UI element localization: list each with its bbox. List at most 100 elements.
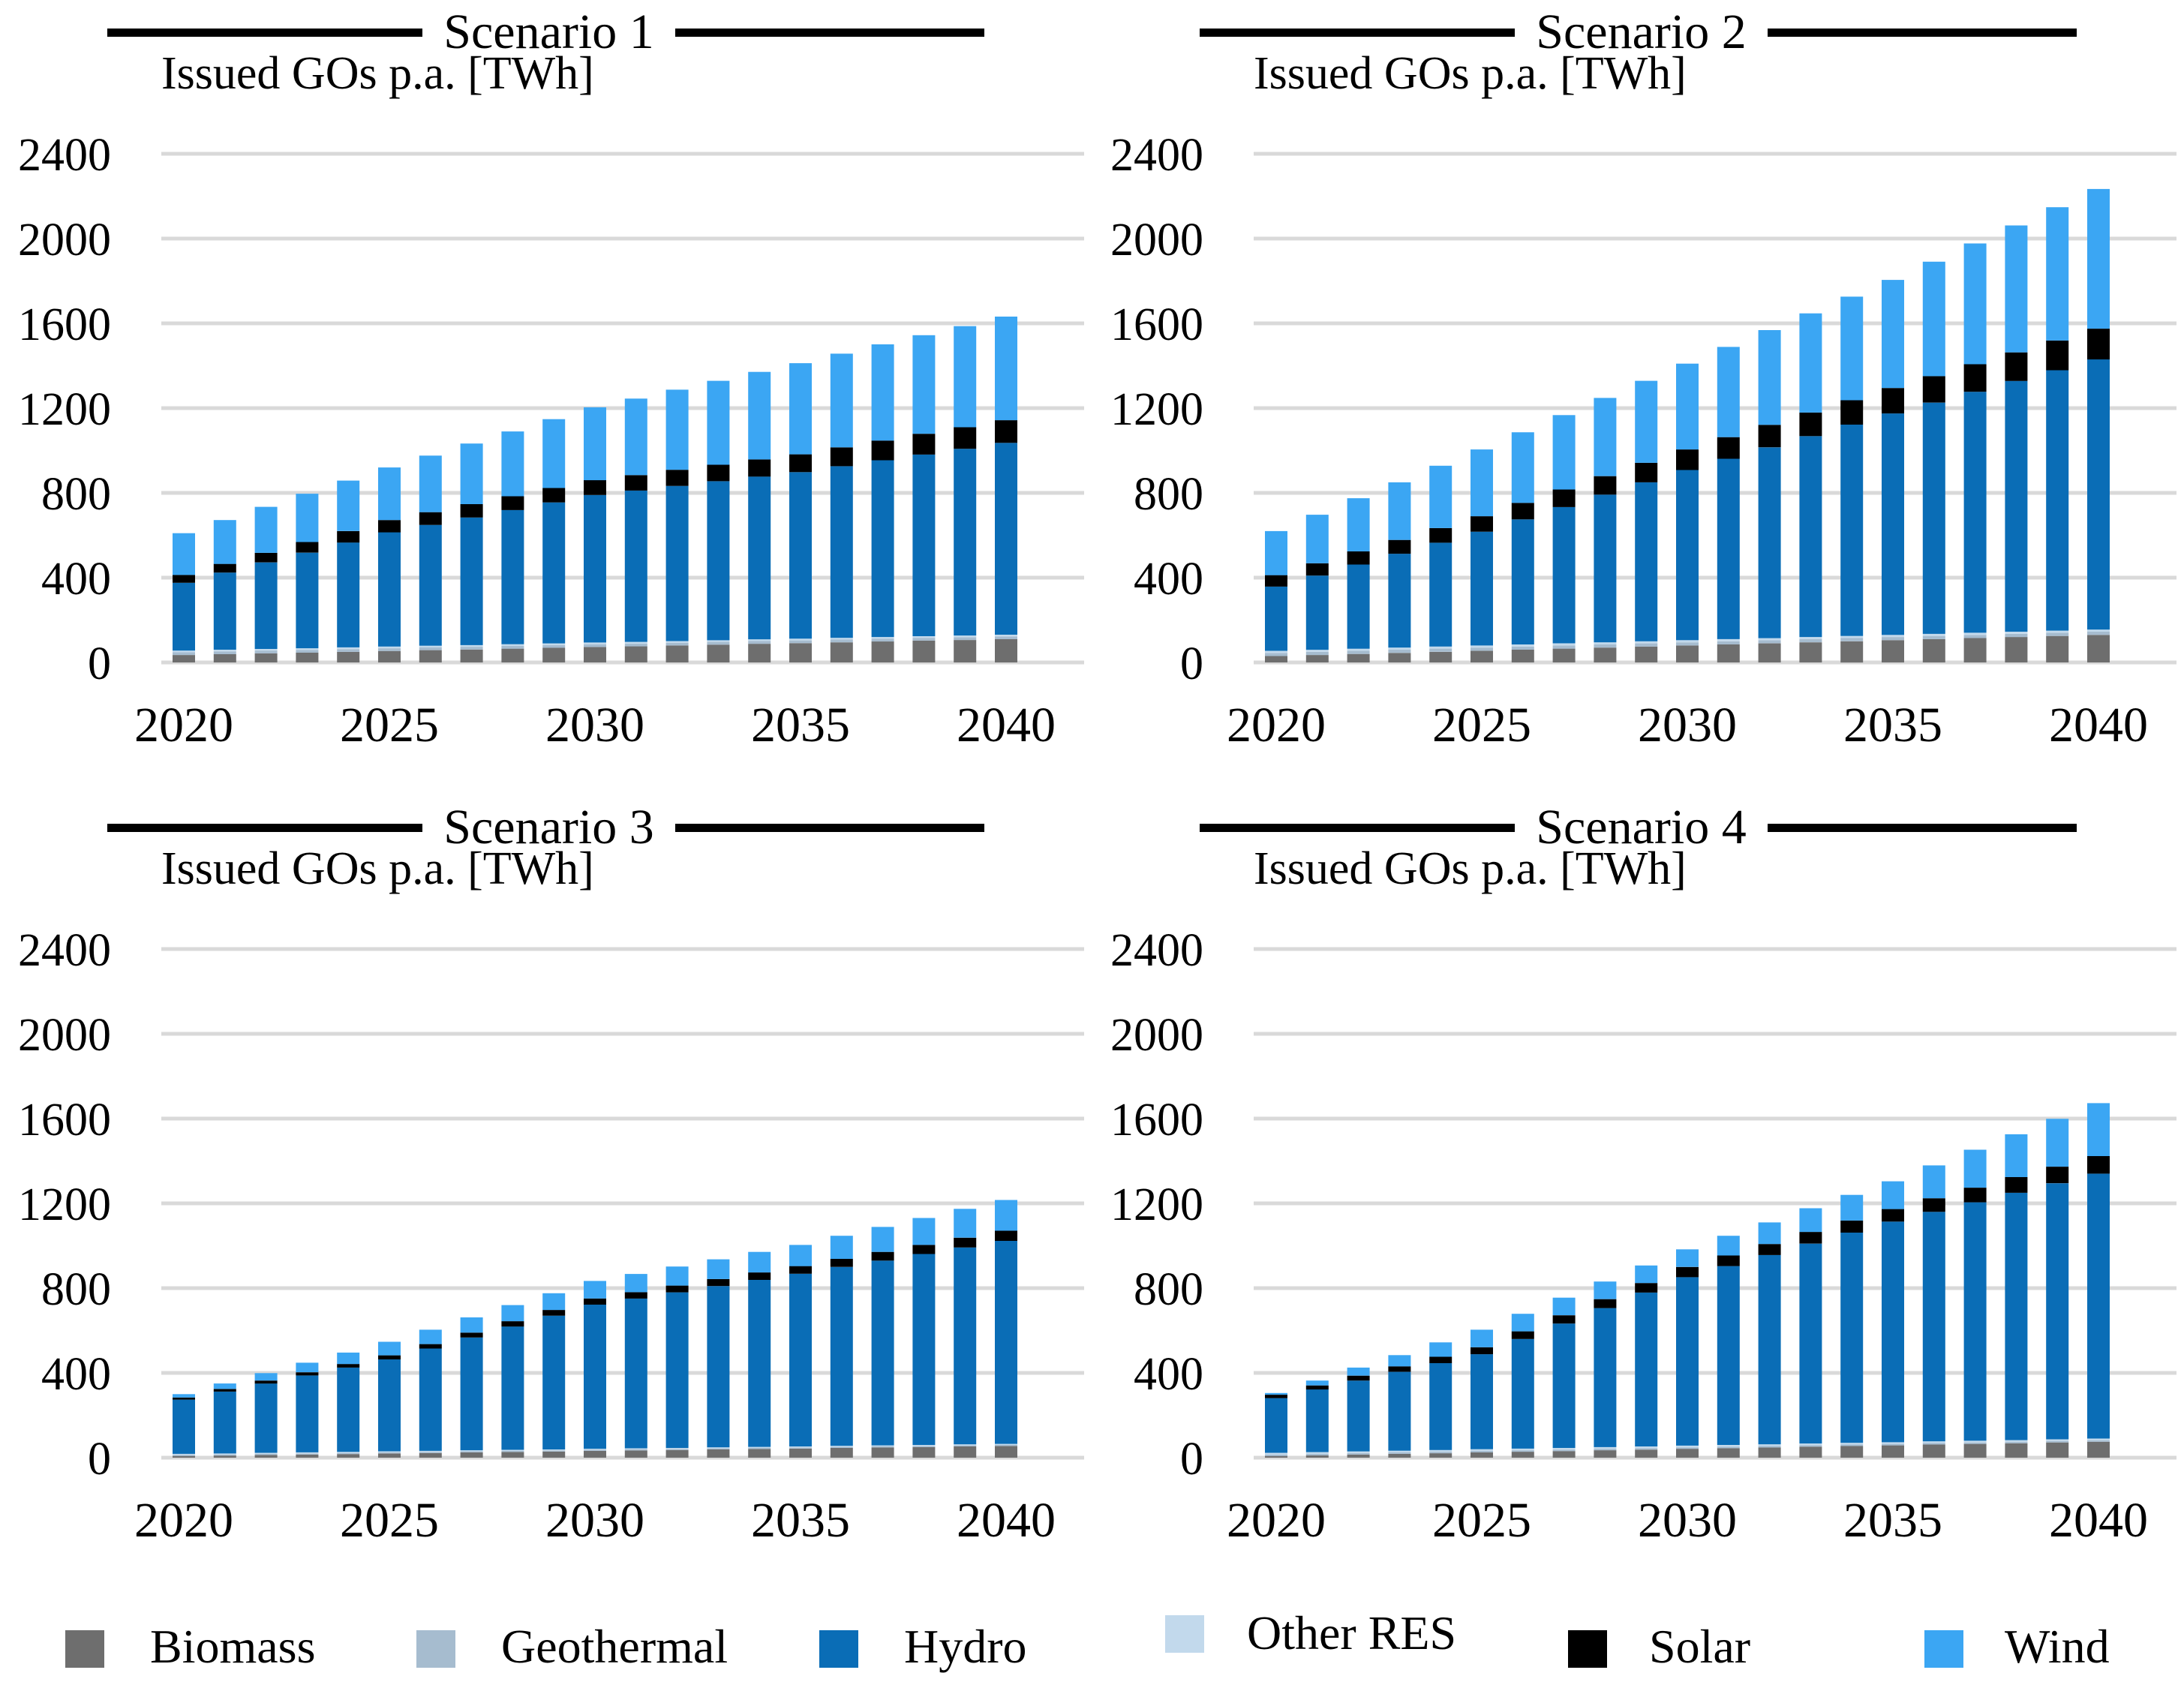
bar-segment-wind-2039 [954, 326, 977, 428]
bar-segment-biomass-2028 [501, 648, 524, 662]
bar-segment-wind-2024 [1429, 465, 1452, 528]
bar-segment-geothermal-2021 [1305, 1453, 1329, 1455]
bar-segment-wind-2038 [912, 1218, 936, 1245]
bar-segment-hydro-2039 [954, 1247, 977, 1445]
bar-segment-hydro-2024 [337, 1367, 360, 1452]
bar-segment-other-res-2032 [1758, 1444, 1781, 1446]
bar-segment-hydro-2040 [2087, 359, 2110, 630]
bar-segment-solar-2036 [1922, 1198, 1945, 1212]
bar-segment-solar-2038 [912, 434, 936, 455]
bar-segment-biomass-2039 [2046, 1442, 2069, 1458]
bar-segment-wind-2031 [1717, 347, 1740, 437]
bar-segment-other-res-2038 [912, 636, 936, 638]
bar-segment-solar-2032 [1758, 1244, 1781, 1255]
bar-segment-solar-2030 [1676, 1266, 1699, 1278]
bar-segment-hydro-2031 [624, 490, 647, 642]
bar-segment-solar-2024 [1429, 1356, 1452, 1363]
bar-segment-other-res-2039 [954, 635, 977, 638]
bar-segment-solar-2034 [748, 459, 771, 477]
chart-panel-scenario-4: Scenario 4 Issued GOs p.a. [TWh] 0 400 800… [1092, 795, 2184, 1590]
bar-segment-solar-2040 [2087, 1156, 2110, 1174]
bar-segment-geothermal-2022 [1347, 1452, 1370, 1455]
bar-segment-hydro-2040 [995, 1241, 1017, 1444]
bar-segment-biomass-2020 [173, 1455, 195, 1458]
bar-segment-wind-2033 [707, 1259, 730, 1279]
bar-segment-other-res-2028 [1594, 642, 1617, 644]
scenario-1-chart: 0 400 800 1200 1600 2000 2400 2020 2025 2030 2035 2… [18, 130, 1084, 752]
bar-segment-hydro-2033 [1799, 436, 1822, 638]
bar-segment-geothermal-2030 [1676, 642, 1699, 646]
bar-segment-hydro-2027 [460, 517, 483, 645]
bar-segment-geothermal-2025 [1471, 647, 1493, 651]
bar-segment-wind-2040 [995, 317, 1017, 421]
bar-segment-biomass-2040 [995, 638, 1017, 662]
y-tick-label: 1200 [1110, 1179, 1203, 1230]
bar-segment-solar-2038 [2005, 1177, 2028, 1193]
x-tick-label: 2030 [545, 1493, 644, 1548]
chart-title-row: Scenario 1 [0, 8, 1092, 57]
y-tick-label: 2000 [1110, 1010, 1203, 1061]
bar-segment-hydro-2023 [296, 552, 319, 649]
bar-segment-hydro-2027 [1552, 1323, 1576, 1448]
bar-segment-biomass-2036 [1922, 638, 1945, 662]
bar-segment-other-res-2029 [1635, 1446, 1658, 1449]
bar-segment-wind-2023 [1388, 482, 1411, 540]
bar-segment-other-res-2032 [665, 1448, 689, 1449]
bar-segment-solar-2027 [1552, 489, 1576, 507]
bar-segment-other-res-2033 [707, 640, 730, 642]
bar-segment-hydro-2020 [173, 1399, 195, 1454]
y-tick-label: 2000 [18, 1010, 111, 1061]
bar-segment-wind-2023 [1388, 1355, 1411, 1367]
bar-segment-biomass-2032 [665, 645, 689, 662]
bar-segment-biomass-2024 [1429, 1453, 1452, 1458]
bar-segment-hydro-2034 [1840, 1233, 1864, 1443]
bar-segment-geothermal-2024 [1429, 648, 1452, 652]
bar-segment-solar-2032 [665, 1285, 689, 1293]
bar-segment-other-res-2031 [1717, 1445, 1740, 1447]
bar-segment-wind-2021 [1305, 515, 1329, 563]
bar-segment-solar-2039 [954, 1237, 977, 1248]
bar-segment-other-res-2023 [296, 648, 319, 650]
bar-segment-solar-2023 [296, 1372, 319, 1376]
bar-segment-wind-2028 [501, 431, 524, 497]
legend-label: Biomass [150, 1620, 316, 1673]
bar-segment-other-res-2032 [1758, 638, 1781, 641]
y-tick-label: 1600 [18, 1095, 111, 1146]
bar-segment-other-res-2026 [1511, 644, 1534, 647]
bar-segment-other-res-2040 [995, 1443, 1017, 1445]
y-tick-label: 400 [41, 554, 111, 605]
x-tick-label: 2025 [1432, 1493, 1531, 1548]
bar-segment-hydro-2033 [707, 481, 730, 641]
bar-segment-solar-2035 [1882, 1209, 1904, 1222]
bar-segment-biomass-2028 [1594, 1450, 1617, 1458]
bar-segment-other-res-2021 [213, 1453, 236, 1455]
bar-segment-geothermal-2027 [1552, 645, 1576, 649]
bar-segment-solar-2022 [1347, 551, 1370, 565]
y-tick-label: 800 [1134, 1264, 1203, 1315]
bar-segment-wind-2038 [912, 335, 936, 434]
bar-segment-hydro-2036 [1922, 1212, 1945, 1442]
bar-segment-hydro-2035 [1882, 413, 1904, 635]
bar-segment-geothermal-2038 [2005, 1441, 2028, 1443]
bar-segment-other-res-2033 [1799, 1443, 1822, 1446]
bar-segment-hydro-2028 [501, 1326, 524, 1450]
bar-segment-solar-2035 [789, 454, 812, 473]
x-tick-label: 2035 [1843, 698, 1942, 752]
bar-segment-geothermal-2035 [1882, 637, 1904, 641]
bar-segment-solar-2024 [337, 530, 360, 543]
bar-segment-hydro-2025 [378, 1359, 401, 1452]
bar-segment-hydro-2038 [912, 454, 936, 636]
bar-segment-solar-2022 [1347, 1375, 1370, 1381]
bar-segment-solar-2029 [1635, 462, 1658, 482]
bar-segment-other-res-2026 [419, 645, 442, 647]
bar-segment-other-res-2026 [419, 1451, 442, 1452]
bar-segment-biomass-2037 [1963, 638, 1987, 662]
bar-segment-other-res-2020 [1265, 650, 1287, 653]
bar-segment-solar-2031 [624, 475, 647, 491]
bar-segment-geothermal-2026 [1511, 1450, 1534, 1452]
bar-segment-other-res-2024 [337, 647, 360, 650]
bar-segment-wind-2036 [830, 353, 853, 448]
bar-segment-biomass-2037 [871, 641, 894, 662]
bar-segment-solar-2023 [296, 542, 319, 553]
bar-segment-geothermal-2022 [254, 1453, 278, 1455]
